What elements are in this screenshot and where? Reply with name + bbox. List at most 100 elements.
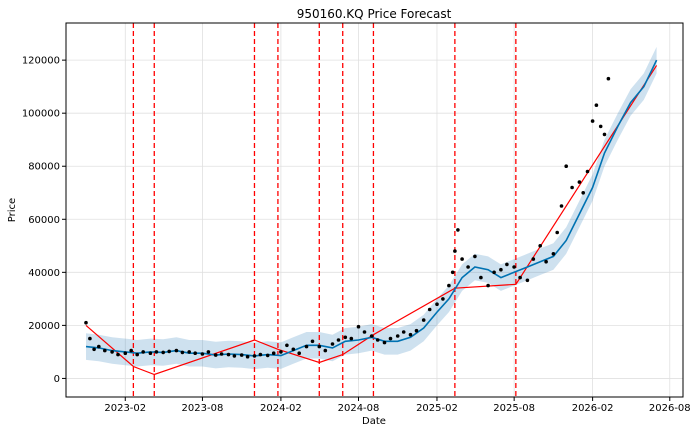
observed-point xyxy=(421,318,426,322)
observed-point xyxy=(551,252,556,256)
uncertainty-band-layer xyxy=(86,46,657,370)
observed-point xyxy=(193,351,197,356)
observed-point xyxy=(336,338,341,342)
observed-point xyxy=(206,350,211,354)
observed-points-layer xyxy=(84,76,611,359)
y-tick-label: 100000 xyxy=(22,109,60,120)
observed-point xyxy=(343,335,348,340)
observed-point xyxy=(590,119,595,123)
observed-point xyxy=(349,336,354,341)
x-tick-label: 2023-08 xyxy=(182,403,224,414)
chart-title: 950160.KQ Price Forecast xyxy=(297,7,452,21)
observed-point xyxy=(427,307,432,312)
observed-point xyxy=(226,352,231,357)
changepoint-layer xyxy=(132,23,517,397)
observed-point xyxy=(559,204,564,208)
observed-point xyxy=(232,354,237,358)
observed-point xyxy=(564,164,568,168)
observed-point xyxy=(435,302,439,307)
plot-area-frame xyxy=(65,22,684,398)
observed-point xyxy=(88,336,92,341)
observed-point xyxy=(297,351,302,356)
y-tick-label: 120000 xyxy=(22,56,60,67)
observed-point xyxy=(525,278,530,283)
observed-point xyxy=(499,267,503,272)
observed-point xyxy=(135,352,139,357)
observed-point xyxy=(123,351,128,356)
trend-layer xyxy=(85,65,658,376)
observed-point xyxy=(531,257,536,261)
observed-point xyxy=(356,324,361,329)
observed-point xyxy=(518,275,522,280)
observed-point xyxy=(317,344,322,349)
observed-point xyxy=(129,348,133,353)
observed-point xyxy=(450,270,455,275)
x-tick-label: 2024-02 xyxy=(260,403,302,414)
forecast-layer xyxy=(85,59,658,357)
observed-point xyxy=(141,350,145,354)
observed-point xyxy=(577,180,582,184)
observed-point xyxy=(594,103,599,107)
observed-point xyxy=(154,350,159,354)
observed-point xyxy=(375,338,380,342)
observed-point xyxy=(84,320,88,325)
x-tick-label: 2025-08 xyxy=(493,403,535,414)
observed-point xyxy=(395,334,400,338)
observed-point xyxy=(304,344,309,349)
observed-point xyxy=(606,76,611,81)
y-axis: 0 20000 40000 60000 80000 100000 120000 xyxy=(22,56,66,385)
observed-point xyxy=(555,230,559,235)
observed-point xyxy=(213,353,218,357)
observed-point xyxy=(505,262,509,267)
observed-point xyxy=(408,332,413,337)
y-tick-label: 40000 xyxy=(28,268,60,279)
observed-point xyxy=(330,342,335,346)
observed-point xyxy=(598,124,603,129)
observed-point xyxy=(369,334,374,338)
observed-point xyxy=(103,348,107,353)
x-tick-label: 2026-02 xyxy=(572,403,614,414)
uncertainty-band xyxy=(86,46,657,370)
observed-point xyxy=(258,352,263,357)
observed-point xyxy=(265,353,270,358)
observed-point xyxy=(323,348,328,353)
observed-point xyxy=(252,354,257,358)
observed-point xyxy=(581,191,585,195)
observed-point xyxy=(97,344,101,349)
forecast-line xyxy=(85,59,658,357)
observed-point xyxy=(245,354,250,359)
observed-point xyxy=(200,352,205,356)
observed-point xyxy=(544,259,548,264)
observed-point xyxy=(271,351,276,356)
trend-line xyxy=(85,65,658,376)
observed-point xyxy=(110,350,114,354)
observed-point xyxy=(460,257,464,261)
observed-point xyxy=(414,328,419,333)
observed-point xyxy=(116,352,120,357)
y-tick-label: 0 xyxy=(54,374,60,385)
observed-point xyxy=(187,350,191,354)
observed-point xyxy=(486,283,490,288)
observed-point xyxy=(479,275,483,280)
y-axis-label: Price xyxy=(7,198,18,222)
observed-point xyxy=(279,350,283,354)
observed-point xyxy=(456,228,460,232)
observed-point xyxy=(447,283,451,288)
observed-point xyxy=(538,244,542,248)
observed-point xyxy=(174,348,179,353)
observed-point xyxy=(441,297,445,301)
observed-point xyxy=(382,340,387,345)
observed-point xyxy=(285,343,289,348)
y-tick-label: 20000 xyxy=(28,321,60,332)
observed-point xyxy=(362,330,367,334)
observed-point xyxy=(161,350,165,355)
observed-point xyxy=(401,330,406,334)
observed-point xyxy=(466,265,470,269)
observed-point xyxy=(585,169,590,174)
observed-point xyxy=(512,265,516,269)
observed-point xyxy=(92,347,96,352)
observed-point xyxy=(310,339,315,344)
observed-point xyxy=(239,353,244,357)
observed-point xyxy=(388,336,393,341)
